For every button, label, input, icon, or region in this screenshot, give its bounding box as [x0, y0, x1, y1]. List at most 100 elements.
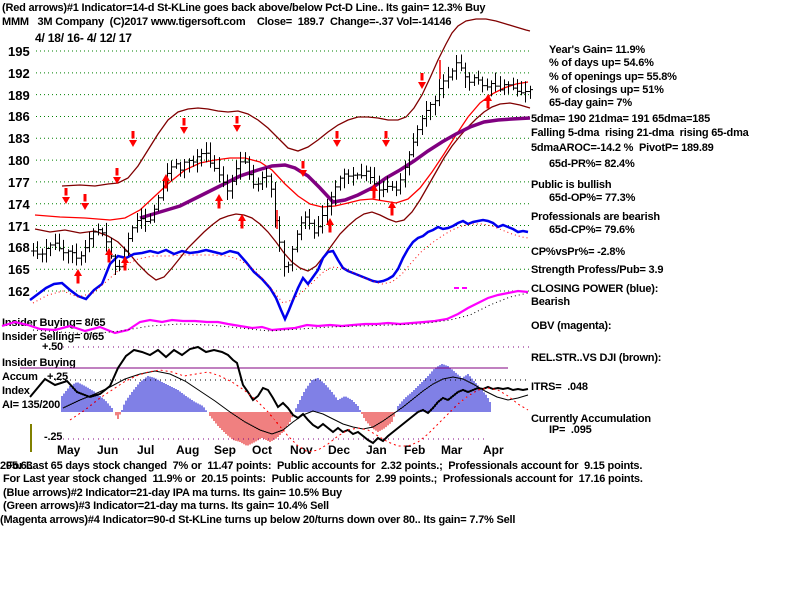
buy-signal-arrow: [215, 194, 223, 209]
price-tick-label: 180: [8, 153, 30, 169]
sell-signal-arrow-part: [418, 82, 426, 89]
buy-signal-arrow-part: [164, 181, 168, 189]
footer-line: 205.63: [0, 460, 33, 472]
chart-annotation: +.50: [42, 341, 63, 353]
buy-signal-arrow-part: [215, 194, 223, 201]
buy-signal-arrow: [238, 214, 246, 229]
stats-line: 5dma= 190 21dma= 191 65dma=185: [531, 113, 710, 125]
sell-signal-arrow: [333, 131, 341, 147]
month-label: Jun: [97, 443, 119, 457]
footer-line: For Last year stock changed 11.9% or 20.…: [3, 473, 643, 485]
price-tick-label: 186: [8, 109, 30, 125]
footer-line: (Blue arrows)#2 Indicator=21-day IPA ma …: [3, 487, 342, 499]
sell-signal-arrow-part: [129, 140, 137, 147]
stats-line: % of days up= 54.6%: [549, 57, 654, 69]
buy-signal-arrow-part: [121, 256, 129, 263]
footer-line: (Green arrows)#3 Indicator=21-day ma tur…: [3, 500, 329, 512]
footer-line: (Magenta arrows)#4 Indicator=90-d St-KLi…: [0, 514, 516, 526]
price-tick-label: 165: [8, 262, 30, 278]
buy-signal-arrow-part: [486, 101, 490, 109]
stats-line: Falling 5-dma rising 21-dma rising 65-dm…: [531, 127, 749, 139]
sell-signal-arrow-part: [115, 168, 119, 176]
buy-signal-arrow-part: [326, 218, 334, 225]
sell-signal-arrow-part: [113, 177, 121, 184]
price-tick-label: 189: [8, 87, 30, 103]
accum-ma-thin: [62, 370, 529, 435]
buy-signal-arrow-part: [240, 221, 244, 229]
sell-signal-arrow-part: [335, 131, 339, 139]
ma21-line: [34, 81, 529, 221]
month-label: Nov: [290, 443, 313, 457]
sell-signal-arrow-part: [333, 140, 341, 147]
sell-signal-arrow-part: [235, 116, 239, 124]
sell-signal-arrow: [418, 73, 426, 89]
lower-band: [34, 102, 531, 281]
price-tick-label: 168: [8, 240, 30, 256]
month-label: Jan: [366, 443, 387, 457]
month-label: Mar: [441, 443, 463, 457]
symbol-header: MMM 3M Company (C)2017 www.tigersoft.com…: [2, 16, 452, 28]
sell-signal-arrow-part: [233, 125, 241, 132]
month-label: May: [57, 443, 81, 457]
month-label: Feb: [404, 443, 426, 457]
month-label: Dec: [328, 443, 351, 457]
sell-signal-arrow-part: [382, 140, 390, 147]
stats-line: 65d-PR%= 82.4%: [549, 158, 635, 170]
chart-annotation: Accum: [2, 371, 38, 383]
price-tick-label: 183: [8, 131, 30, 147]
sell-signal-arrow-part: [301, 161, 305, 169]
chart-annotation: +.25: [47, 371, 68, 383]
closing-power-ma: [32, 223, 529, 304]
stats-line: 65-day gain= 7%: [549, 97, 632, 109]
sell-signal-arrow: [81, 194, 89, 210]
sell-signal-arrow: [180, 118, 188, 134]
ma65-line: [139, 116, 531, 220]
sell-signal-arrow: [113, 168, 121, 184]
stats-line: ITRS= .048: [531, 381, 588, 393]
stats-line: OBV (magenta):: [531, 320, 612, 332]
buy-signal-arrow-part: [390, 208, 394, 216]
sell-signal-arrow-part: [131, 131, 135, 139]
buy-signal-arrow: [121, 256, 129, 271]
sell-signal-arrow-part: [182, 118, 186, 126]
chart-annotation: -.25: [44, 431, 63, 443]
upper-band: [61, 18, 531, 187]
closing-power-line: [29, 218, 529, 323]
obv-ma: [32, 292, 529, 335]
stats-line: % of closings up= 51%: [549, 84, 664, 96]
buy-signal-arrow: [484, 94, 492, 109]
price-tick-label: 192: [8, 65, 30, 81]
indicator1-header: (Red arrows)#1 Indicator=14-d St-KLine g…: [2, 2, 486, 14]
buy-signal-arrow: [74, 269, 82, 284]
accum-red-dotted: [69, 369, 529, 453]
buy-signal-arrow-part: [162, 174, 170, 181]
price-tick-label: 195: [8, 44, 30, 59]
buy-signal-arrow-part: [217, 201, 221, 209]
buy-signal-arrow-part: [328, 225, 332, 233]
month-label: Aug: [176, 443, 200, 457]
buy-signal-arrow-part: [76, 276, 80, 284]
footer-line: For Last 65 days stock changed 7% or 11.…: [6, 460, 643, 472]
stats-line: Professionals are bearish: [531, 211, 660, 223]
buy-signal-arrow-part: [484, 94, 492, 101]
buy-signal-arrow-part: [370, 184, 378, 191]
buy-signal-arrow: [388, 201, 396, 216]
price-tick-label: 177: [8, 174, 30, 190]
chart-annotation: Index: [2, 385, 30, 397]
buy-signal-arrow-part: [372, 191, 376, 199]
chart-annotation: AI= 135/200: [2, 399, 61, 411]
month-label: Sep: [214, 443, 237, 457]
stats-line: Currently Accumulation: [531, 413, 651, 425]
stats-line: CLOSING POWER (blue):: [531, 283, 659, 295]
buy-signal-arrow-part: [105, 248, 113, 255]
sell-signal-arrow: [382, 131, 390, 147]
chart-annotation: Insider Buying= 8/65: [2, 317, 106, 329]
buy-signal-arrow-part: [388, 201, 396, 208]
buy-signal-arrow-part: [74, 269, 82, 276]
sell-signal-arrow-part: [62, 197, 70, 204]
month-label: Apr: [483, 443, 504, 457]
sell-signal-arrow: [62, 188, 70, 204]
date-range: 4/ 18/ 16- 4/ 12/ 17: [35, 31, 132, 45]
buy-signal-arrow-part: [238, 214, 246, 221]
